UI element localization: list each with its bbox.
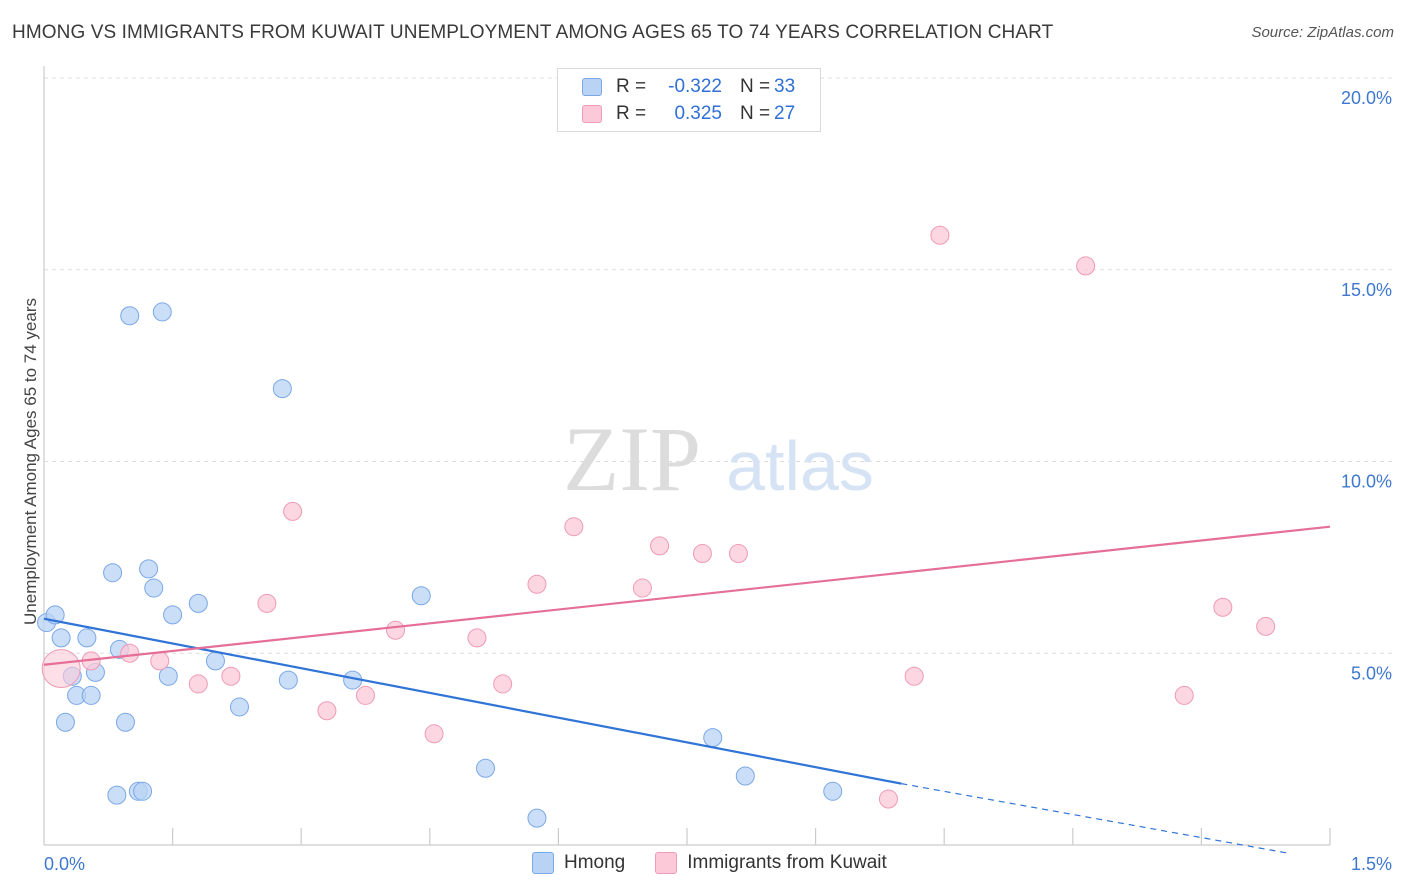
point-kuwait bbox=[564, 517, 584, 537]
point-kuwait bbox=[150, 651, 170, 671]
watermark-zip: ZIP bbox=[563, 408, 701, 510]
point-hmong bbox=[411, 586, 431, 606]
point-kuwait bbox=[527, 574, 547, 594]
point-hmong bbox=[229, 697, 249, 717]
point-hmong bbox=[152, 302, 172, 322]
point-hmong bbox=[272, 379, 292, 399]
correlation-legend: R = -0.322 N = 33 R = 0.325 N = 27 bbox=[557, 68, 821, 132]
point-hmong bbox=[158, 666, 178, 686]
point-kuwait bbox=[1174, 685, 1194, 705]
point-hmong bbox=[133, 781, 153, 801]
legend-row-hmong: R = -0.322 N = 33 bbox=[582, 74, 795, 100]
point-hmong bbox=[107, 785, 127, 805]
legend-n-label: N = bbox=[740, 103, 771, 124]
trendline-hmong bbox=[43, 617, 902, 785]
x-tick-label: 0.0% bbox=[44, 854, 85, 874]
legend-n-value: 27 bbox=[774, 103, 796, 124]
legend-r-value: -0.322 bbox=[668, 76, 722, 97]
point-hmong bbox=[823, 781, 843, 801]
series-label-kuwait: Immigrants from Kuwait bbox=[687, 852, 887, 873]
legend-r-label: R = bbox=[616, 76, 647, 97]
series-swatch-kuwait bbox=[655, 852, 678, 874]
legend-r-value: 0.325 bbox=[674, 103, 722, 124]
y-tick-label: 15.0% bbox=[1341, 280, 1392, 300]
series-legend-item-hmong[interactable]: Hmong bbox=[532, 852, 625, 874]
point-hmong bbox=[476, 758, 496, 778]
y-tick-label: 10.0% bbox=[1341, 472, 1392, 492]
point-kuwait bbox=[257, 593, 277, 613]
legend-swatch-hmong bbox=[582, 78, 602, 96]
point-kuwait bbox=[283, 501, 303, 521]
point-kuwait bbox=[317, 701, 337, 721]
legend-r-label: R = bbox=[616, 103, 647, 124]
point-hmong bbox=[103, 563, 123, 583]
point-kuwait bbox=[632, 578, 652, 598]
point-kuwait bbox=[904, 666, 924, 686]
point-hmong bbox=[51, 628, 71, 648]
point-kuwait bbox=[188, 674, 208, 694]
point-kuwait bbox=[878, 789, 898, 809]
point-kuwait bbox=[120, 643, 140, 663]
point-hmong bbox=[144, 578, 164, 598]
legend-n-label: N = bbox=[740, 76, 771, 97]
watermark-atlas: atlas bbox=[726, 427, 874, 505]
point-hmong bbox=[77, 628, 97, 648]
series-swatch-hmong bbox=[532, 852, 554, 874]
y-tick-label: 20.0% bbox=[1341, 88, 1392, 108]
point-kuwait bbox=[650, 536, 670, 556]
point-hmong bbox=[81, 685, 101, 705]
series-legend: Hmong Immigrants from Kuwait bbox=[532, 852, 917, 874]
point-hmong bbox=[163, 605, 183, 625]
point-kuwait bbox=[692, 544, 712, 564]
legend-swatch-kuwait bbox=[582, 105, 602, 123]
trendline-kuwait bbox=[43, 525, 1331, 666]
point-kuwait bbox=[386, 620, 406, 640]
point-kuwait bbox=[467, 628, 487, 648]
chart-title: HMONG VS IMMIGRANTS FROM KUWAIT UNEMPLOY… bbox=[12, 22, 1054, 43]
point-hmong bbox=[527, 808, 547, 828]
point-kuwait bbox=[424, 724, 444, 744]
y-axis-title: Unemployment Among Ages 65 to 74 years bbox=[21, 298, 40, 625]
point-kuwait bbox=[728, 544, 748, 564]
point-hmong bbox=[205, 651, 225, 671]
point-kuwait bbox=[1213, 597, 1233, 617]
point-hmong bbox=[120, 306, 140, 326]
point-hmong bbox=[115, 712, 135, 732]
point-kuwait bbox=[1076, 256, 1096, 276]
point-hmong bbox=[139, 559, 159, 579]
point-kuwait bbox=[1256, 616, 1276, 636]
source-label: Source: ZipAtlas.com bbox=[1251, 24, 1394, 41]
point-kuwait bbox=[356, 685, 375, 705]
y-tick-label: 5.0% bbox=[1351, 663, 1392, 683]
x-tick-label: 1.5% bbox=[1351, 854, 1392, 874]
point-kuwait bbox=[930, 225, 950, 245]
series-label-hmong: Hmong bbox=[564, 852, 626, 873]
point-hmong bbox=[55, 712, 75, 732]
point-kuwait bbox=[221, 666, 241, 686]
point-hmong bbox=[278, 670, 298, 690]
point-hmong bbox=[188, 593, 208, 613]
point-hmong bbox=[703, 728, 723, 748]
legend-n-value: 33 bbox=[774, 76, 796, 97]
trendline-extension-hmong bbox=[901, 783, 1288, 854]
legend-row-kuwait: R = 0.325 N = 27 bbox=[582, 101, 795, 127]
series-legend-item-kuwait[interactable]: Immigrants from Kuwait bbox=[655, 852, 887, 874]
point-kuwait bbox=[41, 649, 81, 689]
point-kuwait bbox=[493, 674, 513, 694]
point-hmong bbox=[735, 766, 755, 786]
